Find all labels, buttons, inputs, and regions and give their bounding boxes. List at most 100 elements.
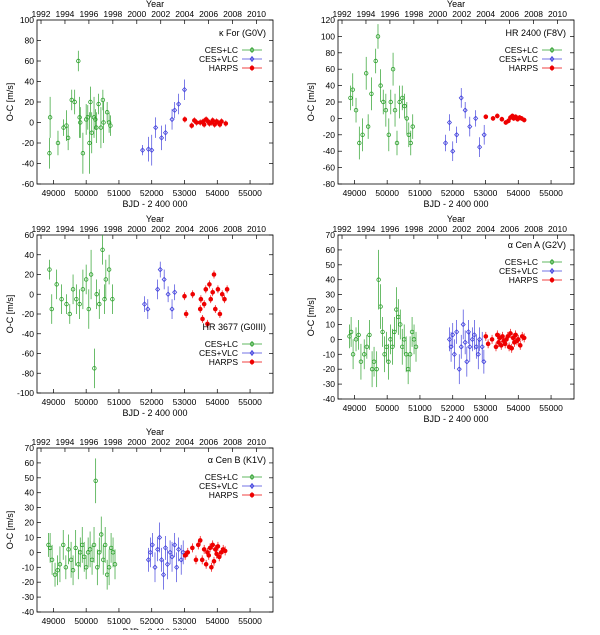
y-tick-label: -30	[22, 592, 35, 602]
x-axis-title: BJD - 2 400 000	[122, 408, 187, 418]
year-tick-label: 2002	[151, 437, 170, 447]
lc-point-11	[80, 151, 86, 156]
vlc-point-0	[141, 301, 148, 307]
harps-point-2	[190, 545, 195, 551]
legend-label: CES+LC	[205, 472, 238, 482]
lc-point-0	[47, 267, 52, 272]
x-tick-label: 54000	[205, 188, 229, 198]
x-axis-title: BJD - 2 400 000	[423, 199, 488, 209]
top-axis-title: Year	[447, 0, 465, 9]
lc-point-6	[365, 124, 371, 129]
year-tick-label: 1994	[356, 9, 375, 19]
harps-point-14	[215, 287, 221, 292]
year-tick-label: 1992	[333, 224, 352, 234]
series-ces-lc	[347, 249, 419, 388]
lc-point-21	[98, 125, 104, 130]
harps-point-3	[197, 306, 203, 312]
y-axis-title: O-C [m/s]	[5, 511, 15, 550]
y-tick-label: 120	[321, 15, 335, 25]
y-tick-label: 60	[25, 458, 35, 468]
harps-point-3	[493, 344, 499, 350]
lc-point-18	[93, 117, 98, 122]
vlc-point-6	[169, 306, 175, 312]
harps-point-12	[211, 272, 217, 277]
y-tick-label: 70	[326, 230, 336, 240]
y-tick-label: 20	[25, 270, 35, 280]
series-harps	[483, 328, 527, 353]
panel-title: HR 2400 (F8V)	[505, 28, 566, 38]
lc-point-8	[77, 301, 82, 307]
year-tick-label: 1992	[32, 437, 51, 447]
y-tick-label: 60	[326, 64, 336, 74]
y-tick-label: -40	[323, 146, 336, 156]
vlc-point-12	[469, 336, 475, 343]
harps-point-5	[506, 118, 511, 124]
lc-point-6	[362, 352, 367, 357]
harps-point-0	[182, 293, 187, 299]
x-tick-label: 53000	[173, 397, 197, 407]
series-harps	[182, 270, 230, 328]
lc-point-12	[88, 272, 94, 277]
lc-point-24	[99, 532, 104, 537]
lc-point-14	[94, 292, 99, 297]
lc-point-4	[55, 568, 60, 573]
x-tick-label: 49000	[343, 188, 367, 198]
harps-point-9	[207, 282, 212, 287]
y-tick-label: -60	[323, 163, 336, 173]
lc-point-19	[94, 125, 99, 130]
vlc-point-7	[473, 115, 479, 122]
y-tick-label: 40	[326, 81, 336, 91]
vlc-point-12	[172, 542, 178, 548]
series-harps	[182, 535, 228, 572]
vlc-point-3	[454, 132, 460, 138]
series-ces-vlc	[446, 309, 487, 385]
panel-title: HR 3677 (G0III)	[202, 322, 266, 332]
y-tick-label: 40	[25, 250, 35, 260]
lc-point-2	[353, 107, 359, 113]
year-tick-label: 2006	[199, 437, 218, 447]
year-tick-label: 1994	[55, 224, 74, 234]
harps-point-0	[182, 117, 188, 122]
y-tick-label: 40	[25, 488, 35, 498]
harps-point-16	[214, 551, 219, 557]
legend-label: CES+VLC	[199, 348, 238, 358]
vlc-point-0	[145, 557, 151, 563]
vlc-point-5	[456, 366, 462, 372]
y-tick-label: -20	[323, 364, 336, 374]
y-tick-label: -60	[22, 349, 35, 359]
y-tick-label: -10	[22, 562, 35, 572]
vlc-point-15	[178, 557, 184, 563]
vlc-point-8	[462, 339, 468, 346]
vlc-point-7	[460, 321, 466, 328]
harps-point-legend	[249, 492, 255, 498]
lc-point-11	[381, 99, 386, 105]
y-tick-label: -20	[22, 309, 35, 319]
x-tick-label: 49000	[343, 403, 367, 413]
year-tick-label: 2010	[247, 224, 266, 234]
legend-label: CES+LC	[205, 339, 238, 349]
x-tick-label: 52000	[140, 616, 164, 626]
y-tick-label: 10	[25, 532, 35, 542]
vlc-point-13	[174, 564, 180, 571]
lc-point-13	[378, 304, 383, 309]
y-tick-label: 20	[25, 97, 35, 107]
year-tick-label: 2006	[199, 224, 218, 234]
lc-point-31	[112, 562, 118, 567]
vlc-point-0	[140, 147, 146, 153]
plot-frame	[337, 234, 575, 400]
harps-point-6	[201, 301, 207, 307]
y-axis-title: O-C [m/s]	[5, 295, 15, 334]
series-ces-lc	[348, 24, 415, 160]
series-harps	[483, 113, 527, 125]
harps-point-7	[203, 287, 209, 292]
year-tick-label: 2008	[223, 437, 242, 447]
year-tick-label: 1998	[103, 9, 122, 19]
lc-point-9	[77, 115, 82, 120]
lc-point-4	[360, 132, 365, 137]
lc-point-23	[398, 322, 403, 327]
harps-point-21	[222, 548, 228, 554]
vlc-point-5	[462, 107, 468, 113]
lc-point-10	[70, 568, 76, 573]
harps-point-18	[216, 554, 222, 560]
harps-point-4	[198, 296, 204, 302]
